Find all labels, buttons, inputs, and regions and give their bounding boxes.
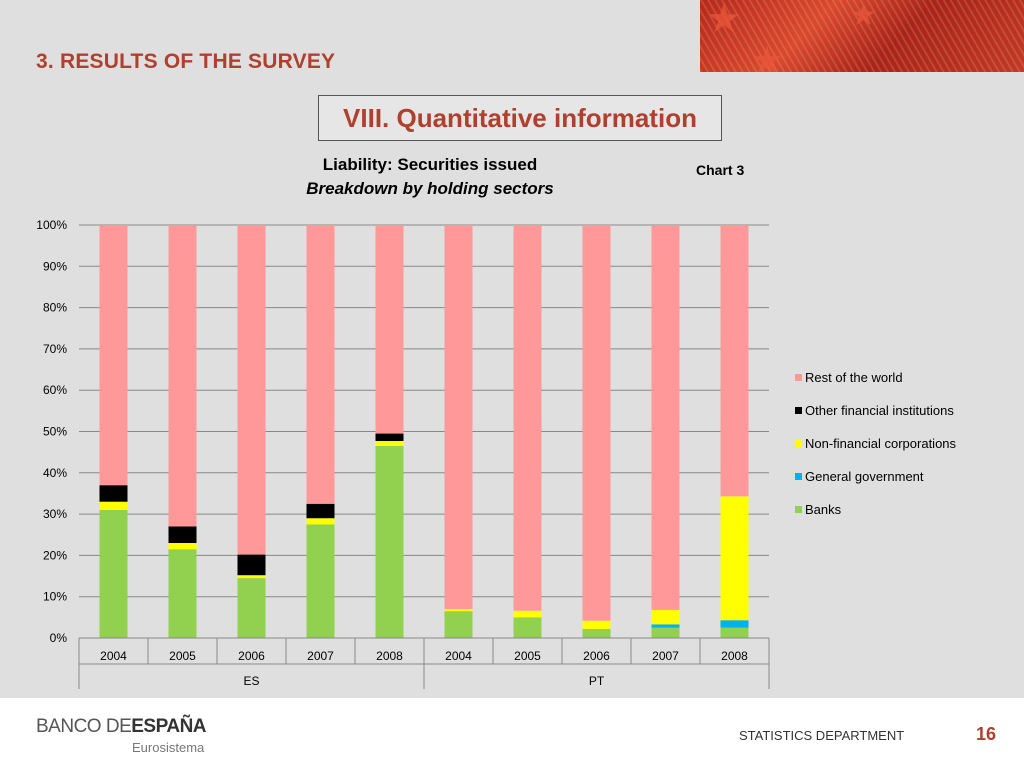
bar-segment-rest-of-the-world	[720, 225, 749, 497]
x-tick-label: 2007	[307, 649, 334, 663]
bar-segment-non-financial-corporations	[651, 609, 680, 625]
x-tick-label: 2005	[514, 649, 541, 663]
bar-segment-other-financial-institutions	[306, 503, 335, 519]
x-tick-label: 2004	[445, 649, 472, 663]
bar-segment-rest-of-the-world	[306, 225, 335, 504]
x-tick-label: 2004	[100, 649, 127, 663]
bar-segment-general-government	[651, 624, 680, 628]
x-tick-label: 2008	[721, 649, 748, 663]
chart-number: Chart 3	[696, 162, 745, 178]
bar-segment-rest-of-the-world	[99, 225, 128, 486]
legend-swatch	[795, 440, 802, 447]
y-tick-label: 20%	[43, 548, 67, 562]
x-group-label: PT	[589, 674, 605, 688]
bar-segment-banks	[375, 445, 404, 638]
legend-swatch	[795, 473, 802, 480]
logo-subtitle: Eurosistema	[132, 740, 205, 755]
legend-label: Other financial institutions	[805, 403, 954, 418]
bar-segment-banks	[237, 578, 266, 638]
page-number: 16	[976, 724, 997, 744]
legend-swatch	[795, 407, 802, 414]
y-tick-label: 0%	[50, 631, 68, 645]
bar-segment-rest-of-the-world	[237, 225, 266, 555]
legend-item: General government	[795, 460, 956, 493]
chart-title: Liability: Securities issued	[322, 155, 538, 174]
stacked-bar-chart: 0% 10% 20% 30% 40% 50% 60% 70% 80% 90% 100% 2004 200…	[36, 218, 770, 689]
y-tick-label: 50%	[43, 425, 67, 439]
logo-text: BANCO DE	[36, 716, 132, 737]
bar-segment-rest-of-the-world	[651, 225, 680, 610]
department-label: STATISTICS DEPARTMENT	[739, 728, 905, 743]
header-stripes	[700, 0, 1024, 72]
legend-label: Rest of the world	[805, 370, 903, 385]
bar-segment-other-financial-institutions	[375, 433, 404, 441]
footer: BANCO DEESPAÑA Eurosistema STATISTICS DE…	[0, 698, 1024, 768]
x-group-label: ES	[243, 674, 259, 688]
bar-segment-rest-of-the-world	[513, 225, 542, 611]
bar-segment-non-financial-corporations	[375, 440, 404, 446]
header-decorative-image: ★ ★ ★	[700, 0, 1024, 72]
y-tick-label: 70%	[43, 342, 67, 356]
x-tick-label: 2006	[583, 649, 610, 663]
section-title: 3. RESULTS OF THE SURVEY	[36, 50, 336, 73]
bar-segment-non-financial-corporations	[720, 496, 749, 621]
bar-segment-banks	[444, 611, 473, 638]
legend-label: General government	[805, 469, 924, 484]
bar-segment-banks	[99, 509, 128, 638]
bar-segment-rest-of-the-world	[582, 225, 611, 621]
y-tick-label: 100%	[36, 218, 67, 232]
legend-label: Non-financial corporations	[805, 436, 957, 451]
y-tick-label: 80%	[43, 301, 67, 315]
bar-segment-rest-of-the-world	[444, 225, 473, 610]
bar-segment-rest-of-the-world	[168, 225, 197, 527]
bar-segment-rest-of-the-world	[375, 225, 404, 434]
y-tick-label: 40%	[43, 466, 67, 480]
logo-bold-text: ESPAÑA	[131, 716, 207, 737]
legend-label: Banks	[805, 502, 842, 517]
chart-title-block: Liability: Securities issued Breakdown b…	[230, 153, 630, 201]
y-tick-label: 90%	[43, 259, 67, 273]
legend-item: Non-financial corporations	[795, 427, 956, 460]
legend-item: Banks	[795, 493, 956, 526]
bar-segment-non-financial-corporations	[306, 518, 335, 525]
chart-subtitle: Breakdown by holding sectors	[306, 179, 554, 198]
y-tick-label: 30%	[43, 507, 67, 521]
legend-item: Rest of the world	[795, 361, 956, 394]
x-tick-label: 2006	[238, 649, 265, 663]
star-icon: ★	[850, 0, 877, 32]
bar-segment-non-financial-corporations	[513, 610, 542, 618]
slide-title-box: VIII. Quantitative information	[318, 95, 722, 141]
star-icon: ★	[706, 0, 742, 41]
star-icon: ★	[750, 40, 785, 72]
bar-segment-banks	[582, 628, 611, 638]
x-tick-label: 2005	[169, 649, 196, 663]
x-tick-label: 2008	[376, 649, 403, 663]
bar-segment-non-financial-corporations	[582, 620, 611, 629]
chart-legend: Rest of the world Other financial institu…	[795, 361, 956, 526]
x-tick-label: 2007	[652, 649, 679, 663]
bar-segment-non-financial-corporations	[99, 501, 128, 510]
legend-item: Other financial institutions	[795, 394, 956, 427]
bar-segment-other-financial-institutions	[99, 485, 128, 502]
bank-logo: BANCO DEESPAÑA	[36, 716, 207, 738]
legend-swatch	[795, 506, 802, 513]
bar-segment-general-government	[720, 620, 749, 628]
bar-segment-other-financial-institutions	[168, 526, 197, 544]
y-tick-label: 60%	[43, 383, 67, 397]
bar-segment-banks	[720, 627, 749, 638]
bar-segment-non-financial-corporations	[168, 543, 197, 550]
bar-segment-banks	[513, 617, 542, 638]
bar-segment-non-financial-corporations	[237, 575, 266, 579]
legend-swatch	[795, 374, 802, 381]
bar-segment-non-financial-corporations	[444, 609, 473, 612]
bar-segment-banks	[306, 524, 335, 638]
y-tick-label: 10%	[43, 590, 67, 604]
bar-segment-banks	[168, 549, 197, 638]
bar-segment-other-financial-institutions	[237, 554, 266, 576]
bar-segment-banks	[651, 627, 680, 638]
